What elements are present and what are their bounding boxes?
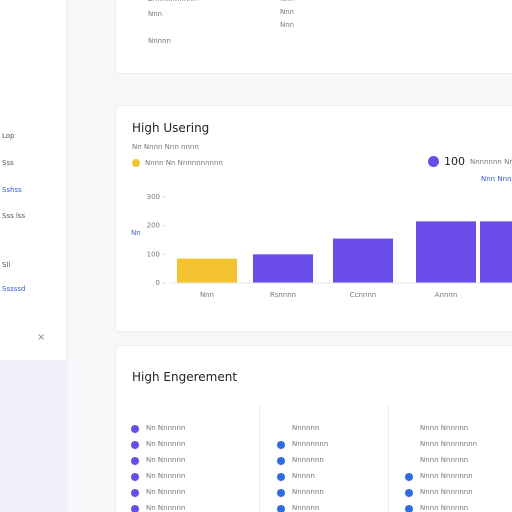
stat-dot (428, 156, 439, 167)
list-item: Nnnn Nnnnnn (420, 424, 469, 432)
sidebar-item[interactable]: Sss lss (2, 212, 26, 220)
list-dot (131, 473, 139, 481)
sidebar-item[interactable]: Sss (2, 159, 14, 167)
sub-legend: Nnn Nnn (481, 175, 512, 183)
bar (253, 254, 313, 283)
list-item: Nnnn Nnnnnnn (420, 472, 473, 480)
engagement-title: High Engerement (132, 370, 238, 384)
list-dot (277, 489, 285, 497)
stat-value: 100 (444, 155, 465, 168)
sidebar-item[interactable]: Sshss (2, 186, 22, 194)
y-tick-label: 300 (147, 193, 160, 201)
list-item: Nnnn Nnnnnnn (420, 488, 473, 496)
axis-label: Nn (131, 229, 141, 237)
legend-dot (132, 159, 140, 167)
list-dot (277, 473, 285, 481)
list-item: Nnnnnn (292, 424, 320, 432)
list-item: Nnn (280, 21, 295, 29)
x-tick-label: Ccnnnn (350, 291, 376, 299)
bar (416, 221, 476, 283)
column-divider (388, 405, 389, 512)
usage-subtitle: Nn Nnnn Nnn nnnn (132, 143, 199, 151)
sidebar-item[interactable]: Sssssd (2, 285, 26, 293)
list-dot (405, 489, 413, 497)
list-dot (131, 425, 139, 433)
usage-title: High Usering (132, 121, 210, 135)
sidebar-footer (0, 360, 66, 512)
list-item: Nn Nnnnnn (146, 488, 186, 496)
x-tick-label: Annnn (435, 291, 458, 299)
y-tick-label: 100 (147, 250, 160, 258)
list-dot (277, 505, 285, 512)
list-dot (277, 457, 285, 465)
list-item: Nnnnn (148, 37, 171, 45)
list-item: Nnnnnn (292, 504, 320, 512)
sidebar-item[interactable]: Lop (2, 132, 15, 140)
list-dot (131, 505, 139, 512)
y-tick-label: 0 (156, 279, 160, 287)
list-dot (405, 505, 413, 512)
list-dot (131, 441, 139, 449)
list-item: Nn Nnnnnn (146, 456, 186, 464)
usage-card (115, 105, 512, 332)
list-item: Nnnnn (292, 472, 315, 480)
list-item: Bnnnnnnnnnn (148, 0, 197, 3)
list-dot (131, 489, 139, 497)
list-item: Nn Nnnnnn (146, 504, 186, 512)
list-item: Nnn (280, 8, 295, 16)
list-dot (405, 473, 413, 481)
stat-label: Nnnnnnn Nn (470, 158, 512, 166)
bar (480, 221, 512, 283)
list-item: Nnnnnnn (292, 456, 324, 464)
sidebar: × Lop Sss Sshss Sss lss Sll Sssssd (0, 0, 67, 512)
x-tick-label: Rsnnnn (270, 291, 296, 299)
list-item: Nnn (280, 0, 294, 3)
top-card (115, 0, 512, 74)
usage-legend: Nnnn Nn Nnnnnnnnnn (145, 159, 223, 167)
engagement-card (115, 345, 512, 512)
list-dot (277, 441, 285, 449)
sidebar-item[interactable]: Sll (2, 261, 11, 269)
list-item: Nnn (148, 10, 163, 18)
bar (177, 258, 237, 283)
column-divider (259, 405, 260, 512)
list-item: Nnnn Nnnnnnnn (420, 440, 478, 448)
bar (333, 238, 393, 283)
list-item: Nnnn Nnnnnn (420, 504, 469, 512)
x-tick-label: Nnn (200, 291, 214, 299)
list-item: Nnnnnnnn (292, 440, 329, 448)
close-button[interactable]: × (37, 332, 46, 343)
y-tick-label: 200 (147, 222, 160, 230)
list-item: Nn Nnnnnn (146, 472, 186, 480)
list-item: Nn Nnnnnn (146, 440, 186, 448)
list-item: Nnnnnnn (292, 488, 324, 496)
list-dot (131, 457, 139, 465)
list-item: Nnnn Nnnnnn (420, 456, 469, 464)
list-item: Nn Nnnnnn (146, 424, 186, 432)
